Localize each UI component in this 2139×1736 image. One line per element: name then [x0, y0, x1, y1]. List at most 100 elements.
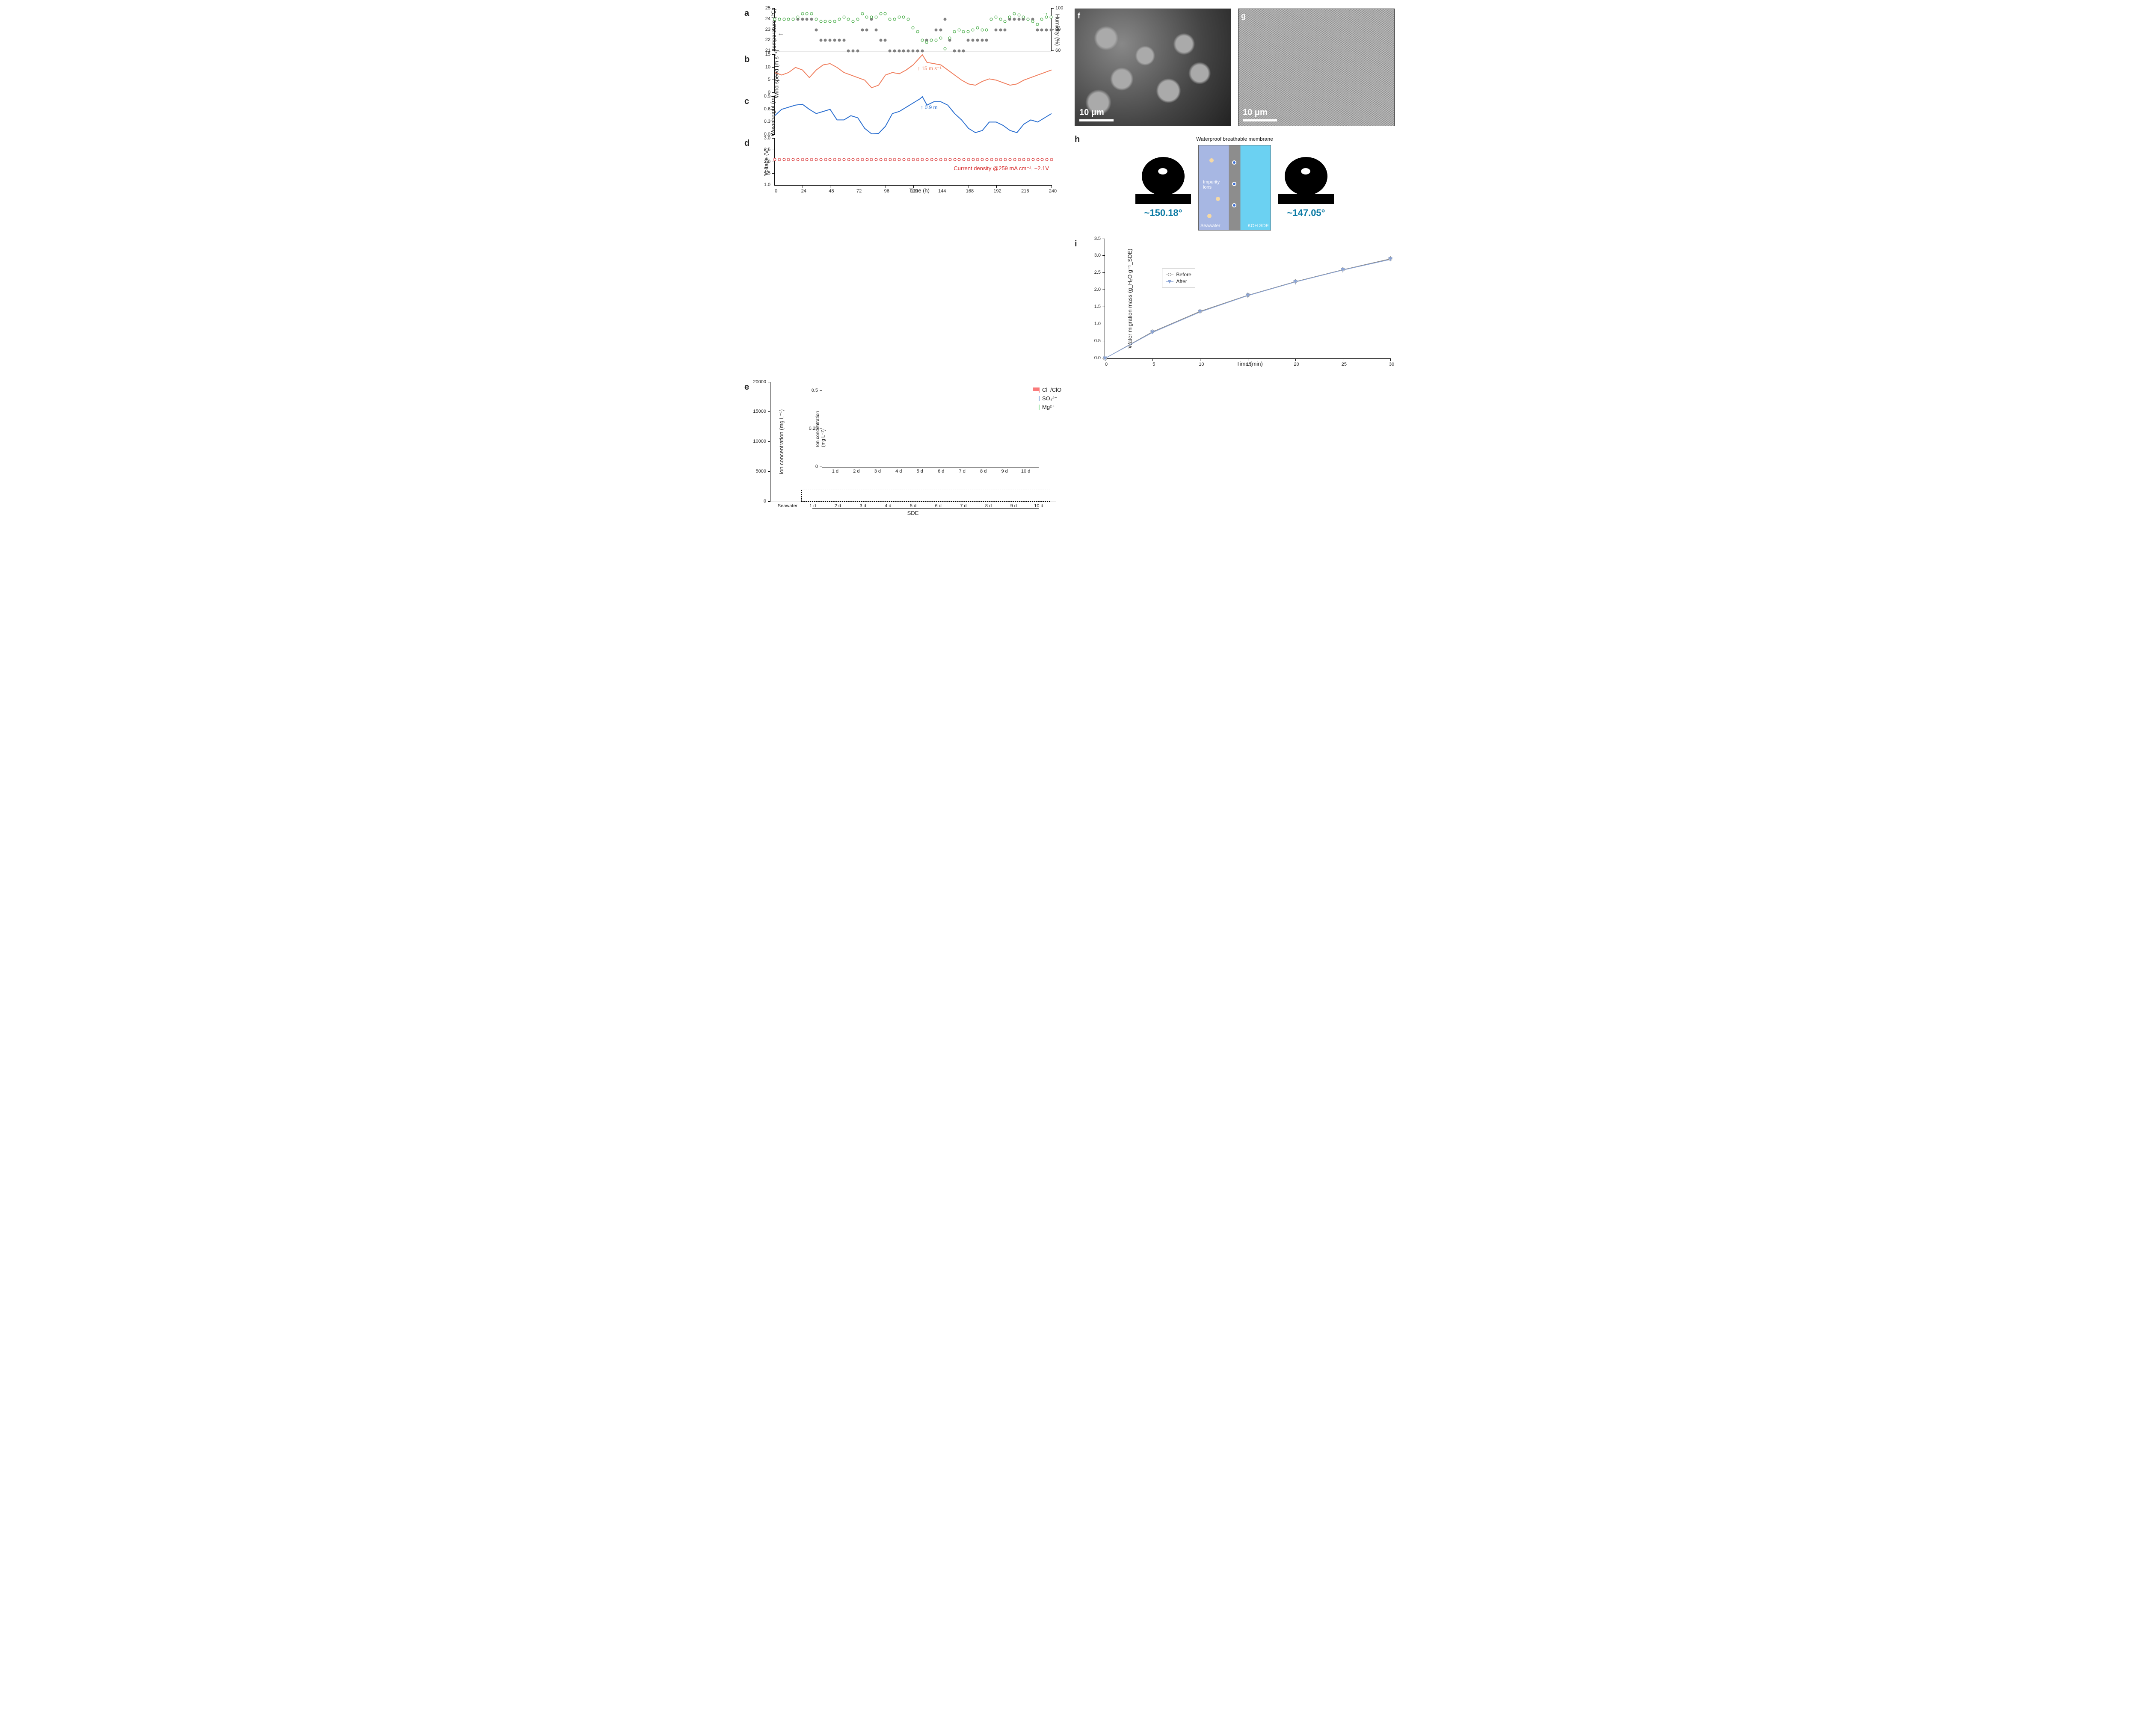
data-point	[815, 28, 818, 31]
contact-angle-left: ~150.18°	[1144, 207, 1182, 219]
data-point	[999, 28, 1002, 31]
data-point	[810, 12, 813, 15]
data-point	[930, 158, 933, 161]
data-point	[865, 15, 868, 18]
data-point	[1013, 158, 1016, 161]
data-point	[981, 158, 984, 161]
data-point	[1050, 158, 1053, 161]
data-point	[838, 39, 841, 42]
data-point	[934, 28, 937, 31]
data-point	[944, 47, 947, 50]
data-point	[981, 39, 984, 42]
data-point	[847, 158, 850, 161]
data-point	[925, 158, 928, 161]
data-point	[953, 50, 956, 53]
data-point	[1027, 18, 1030, 21]
data-point	[1008, 158, 1011, 161]
data-point	[1018, 158, 1021, 161]
data-point	[806, 12, 809, 15]
figure-root: a Temperature (℃) Humidity (%) ← → 21222…	[744, 9, 1395, 515]
drop-icon	[1285, 157, 1327, 195]
panel-c: c Wave height (m) 0.00.30.60.9↑ 0.9 m	[744, 97, 1064, 135]
data-point	[852, 20, 855, 23]
data-point	[990, 18, 993, 21]
scalebar-icon	[1079, 119, 1114, 121]
sem-row: f 10 μm g 10 μm	[1075, 9, 1395, 126]
panel-i: i Water migration mass (g_H₂O g⁻¹_SDE) B…	[1075, 239, 1395, 367]
data-point	[838, 158, 841, 161]
panel-a-label: a	[744, 9, 749, 18]
data-point	[874, 28, 877, 31]
data-point	[902, 15, 905, 18]
data-point	[907, 18, 910, 21]
data-point	[829, 158, 832, 161]
data-point	[962, 50, 965, 53]
panel-b: b Wind speed (m s⁻¹) 051015↑ 15 m s⁻¹	[744, 55, 1064, 93]
data-point	[1027, 158, 1030, 161]
data-point	[939, 28, 942, 31]
data-point	[773, 18, 776, 21]
data-point	[1022, 158, 1025, 161]
panel-g-image: g 10 μm	[1238, 9, 1395, 126]
data-point	[861, 158, 864, 161]
data-point	[1031, 20, 1034, 23]
data-point	[916, 158, 919, 161]
droplet-left: ~150.18°	[1133, 157, 1193, 219]
data-point	[796, 158, 799, 161]
data-point	[1036, 158, 1039, 161]
data-point	[1050, 28, 1053, 31]
data-point	[995, 158, 998, 161]
panel-g-label: g	[1241, 12, 1246, 21]
data-point	[815, 158, 818, 161]
data-point	[944, 18, 947, 21]
data-point	[1022, 15, 1025, 18]
data-point	[1036, 28, 1039, 31]
panel-f-scale: 10 μm	[1079, 108, 1114, 121]
data-point	[815, 18, 818, 21]
data-point	[902, 158, 905, 161]
data-point	[898, 158, 901, 161]
data-point	[939, 158, 942, 161]
data-point	[957, 28, 960, 31]
data-point	[1041, 158, 1044, 161]
data-point	[972, 158, 975, 161]
data-point	[999, 158, 1002, 161]
water-icon	[1232, 182, 1236, 186]
data-point	[829, 20, 832, 23]
panel-d: d Voltage (V) 1.01.52.02.53.002448729612…	[744, 139, 1064, 194]
data-point	[953, 30, 956, 33]
data-point	[976, 26, 979, 29]
panel-f-image: f 10 μm	[1075, 9, 1231, 126]
panel-c-label: c	[744, 97, 749, 106]
data-point	[889, 50, 892, 53]
data-point	[957, 50, 960, 53]
data-point	[912, 50, 915, 53]
data-point	[884, 158, 887, 161]
data-point	[1045, 28, 1048, 31]
data-point	[782, 158, 785, 161]
data-point	[861, 12, 864, 15]
data-point	[967, 39, 970, 42]
data-point	[801, 158, 804, 161]
data-point	[939, 37, 942, 40]
data-point	[971, 28, 974, 31]
data-point	[1013, 18, 1016, 21]
panel-d-label: d	[744, 139, 750, 148]
data-point	[778, 18, 781, 21]
data-point	[810, 158, 813, 161]
panel-i-legend: Before After	[1162, 269, 1195, 287]
data-point	[930, 39, 933, 42]
data-point	[986, 158, 989, 161]
data-point	[819, 20, 822, 23]
data-point	[921, 158, 924, 161]
data-point	[1008, 15, 1011, 18]
drop-icon	[1142, 157, 1185, 195]
data-point	[824, 39, 827, 42]
data-point	[773, 158, 776, 161]
data-point	[962, 30, 965, 33]
data-point	[865, 158, 868, 161]
right-column: f 10 μm g 10 μm h ~150.18°	[1075, 9, 1395, 367]
panel-f-label: f	[1078, 12, 1080, 21]
data-point	[847, 50, 850, 53]
data-point	[842, 15, 845, 18]
